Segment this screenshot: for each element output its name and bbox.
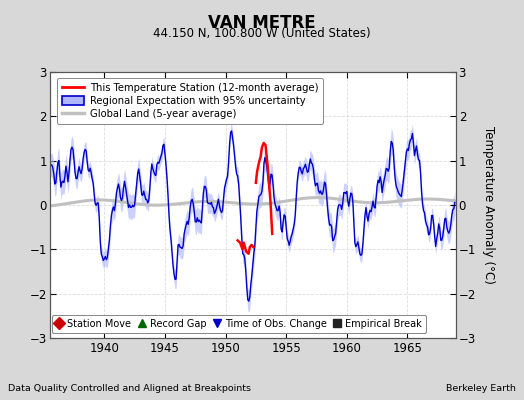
Y-axis label: Temperature Anomaly (°C): Temperature Anomaly (°C) [482,126,495,284]
Text: VAN METRE: VAN METRE [208,14,316,32]
Text: Berkeley Earth: Berkeley Earth [446,384,516,393]
Legend: Station Move, Record Gap, Time of Obs. Change, Empirical Break: Station Move, Record Gap, Time of Obs. C… [51,315,425,333]
Text: Data Quality Controlled and Aligned at Breakpoints: Data Quality Controlled and Aligned at B… [8,384,251,393]
Text: 44.150 N, 100.800 W (United States): 44.150 N, 100.800 W (United States) [153,27,371,40]
